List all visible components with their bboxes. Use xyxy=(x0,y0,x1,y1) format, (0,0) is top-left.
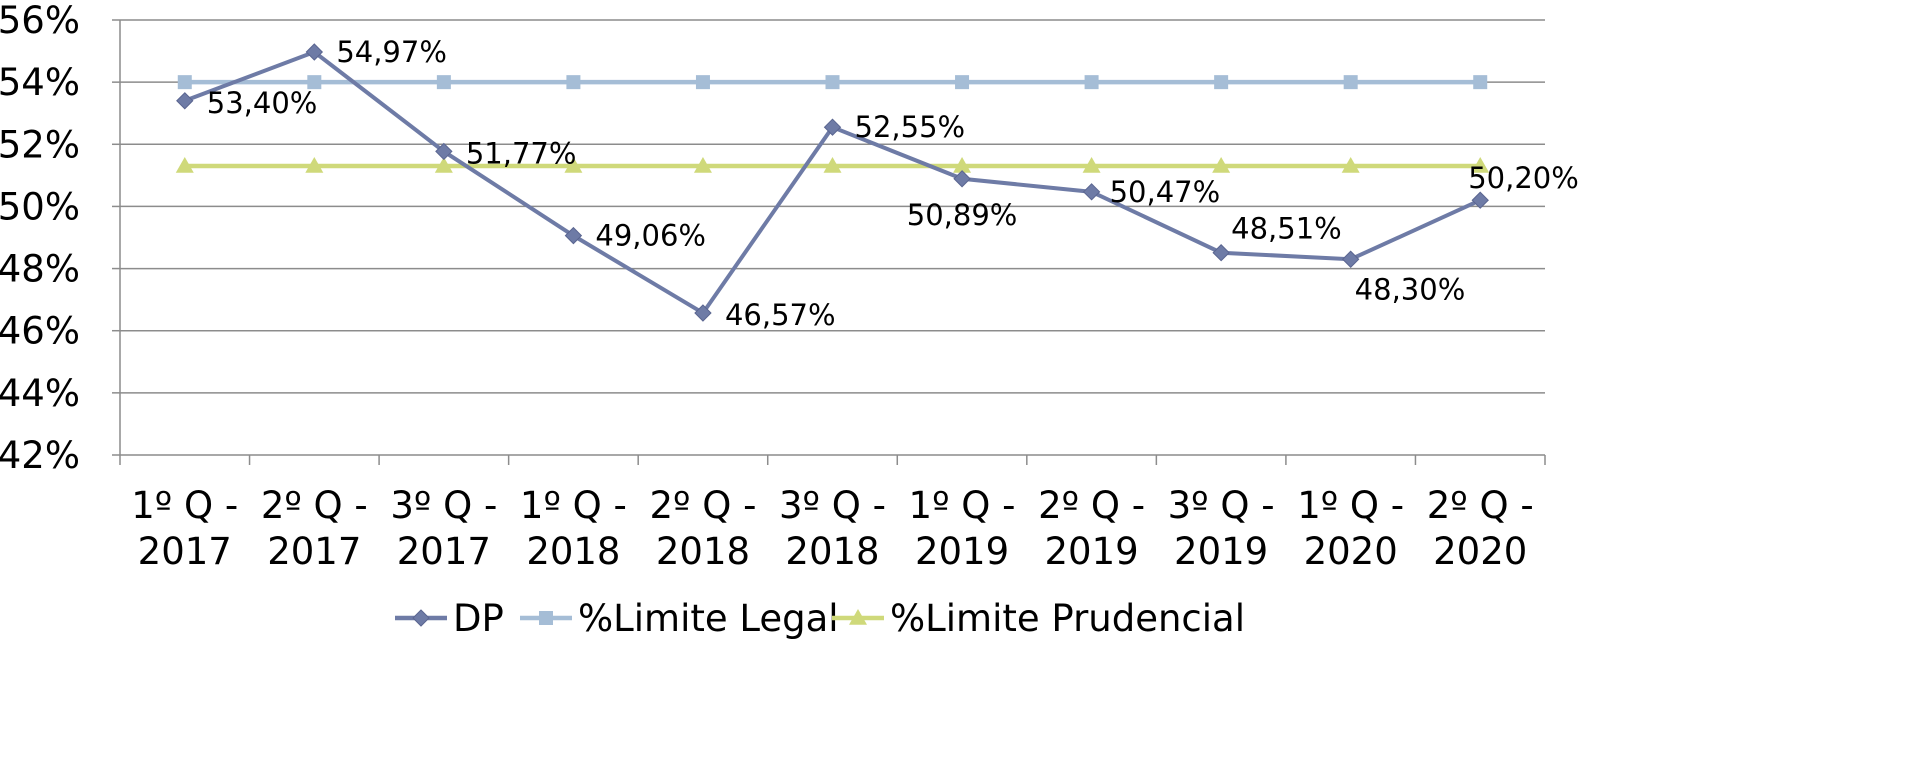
x-tick-label: 2019 xyxy=(1174,530,1268,573)
x-tick-label: 2020 xyxy=(1433,530,1527,573)
x-tick-label: 3º Q - xyxy=(390,484,497,527)
data-point xyxy=(1471,157,1490,173)
x-tick-label: 1º Q - xyxy=(909,484,1016,527)
data-label: 50,20% xyxy=(1468,161,1579,195)
data-point xyxy=(435,142,453,161)
x-tick-label: 3º Q - xyxy=(779,484,886,527)
data-point xyxy=(175,157,194,173)
series-line xyxy=(184,49,1482,316)
x-tick-label: 2º Q - xyxy=(1038,484,1145,527)
data-point xyxy=(1341,157,1360,173)
legend-marker xyxy=(539,611,553,625)
data-point xyxy=(1343,75,1358,90)
legend-label: DP xyxy=(453,597,504,640)
data-label: 53,40% xyxy=(207,86,318,120)
legend-item: DP xyxy=(395,597,504,640)
data-point xyxy=(955,75,970,90)
data-point xyxy=(307,75,322,90)
data-point xyxy=(305,43,324,61)
data-label: 50,47% xyxy=(1110,175,1221,209)
y-tick-label: 46% xyxy=(0,310,80,353)
data-point xyxy=(436,75,451,90)
x-tick-label: 2020 xyxy=(1304,530,1398,573)
legend-item: %Limite Prudencial xyxy=(832,597,1245,640)
x-tick-label: 3º Q - xyxy=(1168,484,1275,527)
x-tick-label: 2018 xyxy=(656,530,750,573)
y-tick-label: 50% xyxy=(0,185,80,228)
data-point xyxy=(694,304,712,322)
x-tick-label: 1º Q - xyxy=(1297,484,1404,527)
data-label: 52,55% xyxy=(855,110,966,144)
y-tick-label: 44% xyxy=(0,372,80,415)
data-point xyxy=(1471,191,1489,209)
series-dp xyxy=(176,43,1489,322)
data-label: 46,57% xyxy=(725,298,836,332)
x-tick-label: 2019 xyxy=(1045,530,1139,573)
x-tick-label: 2º Q - xyxy=(1427,484,1534,527)
legend-item: %Limite Legal xyxy=(520,597,839,640)
data-point xyxy=(305,157,324,173)
data-point xyxy=(1473,75,1488,90)
data-label: 51,77% xyxy=(466,136,577,170)
y-axis-tick-labels: 42% 44% 46% 48% 50% 52% 54% 56% xyxy=(0,0,80,477)
data-point xyxy=(564,226,583,245)
data-point xyxy=(434,157,453,173)
x-tick-label: 1º Q - xyxy=(520,484,627,527)
data-point xyxy=(564,157,583,173)
data-point xyxy=(177,75,192,90)
data-point xyxy=(953,170,971,188)
data-label: 48,51% xyxy=(1231,212,1342,246)
data-point xyxy=(1212,157,1231,173)
x-tick-label: 2º Q - xyxy=(261,484,368,527)
x-tick-label: 2018 xyxy=(785,530,879,573)
legend-marker xyxy=(412,609,430,627)
x-tick-label: 2018 xyxy=(526,530,620,573)
data-label: 48,30% xyxy=(1355,272,1466,306)
data-point xyxy=(566,75,581,90)
data-point xyxy=(825,75,840,90)
data-point xyxy=(693,157,712,173)
y-tick-label: 56% xyxy=(0,0,80,42)
x-tick-label: 2017 xyxy=(267,530,361,573)
series-group xyxy=(175,43,1490,322)
y-tick-label: 54% xyxy=(0,61,80,104)
data-point xyxy=(1082,157,1101,173)
legend-marker xyxy=(849,609,867,625)
series-limite-prudencial xyxy=(175,157,1490,173)
data-point xyxy=(823,118,842,136)
data-point xyxy=(823,157,842,173)
series-limite-legal xyxy=(177,75,1488,90)
data-label: 54,97% xyxy=(336,35,447,69)
y-tick-label: 52% xyxy=(0,123,80,166)
x-tick-label: 2017 xyxy=(138,530,232,573)
axes xyxy=(112,19,1546,465)
x-tick-label: 1º Q - xyxy=(131,484,238,527)
data-point xyxy=(1082,183,1101,201)
data-point xyxy=(953,157,972,173)
data-labels: 53,40% 54,97% 51,77% 49,06% 46,57% 52,55% 50,8… xyxy=(207,35,1579,332)
data-label: 49,06% xyxy=(595,219,706,253)
data-point xyxy=(1084,75,1099,90)
y-tick-label: 42% xyxy=(0,434,80,477)
data-label: 50,89% xyxy=(907,198,1018,232)
data-point xyxy=(1214,75,1229,90)
data-point xyxy=(1341,250,1360,268)
data-point xyxy=(176,92,194,110)
legend-label: %Limite Prudencial xyxy=(890,597,1245,640)
y-tick-label: 48% xyxy=(0,248,80,291)
legend-label: %Limite Legal xyxy=(578,597,839,640)
data-point xyxy=(1212,244,1230,262)
x-tick-label: 2017 xyxy=(397,530,491,573)
x-tick-label: 2019 xyxy=(915,530,1009,573)
data-point xyxy=(695,75,710,90)
x-tick-label: 2º Q - xyxy=(649,484,756,527)
legend: DP %Limite Legal %Limite Prudencial xyxy=(395,597,1245,640)
